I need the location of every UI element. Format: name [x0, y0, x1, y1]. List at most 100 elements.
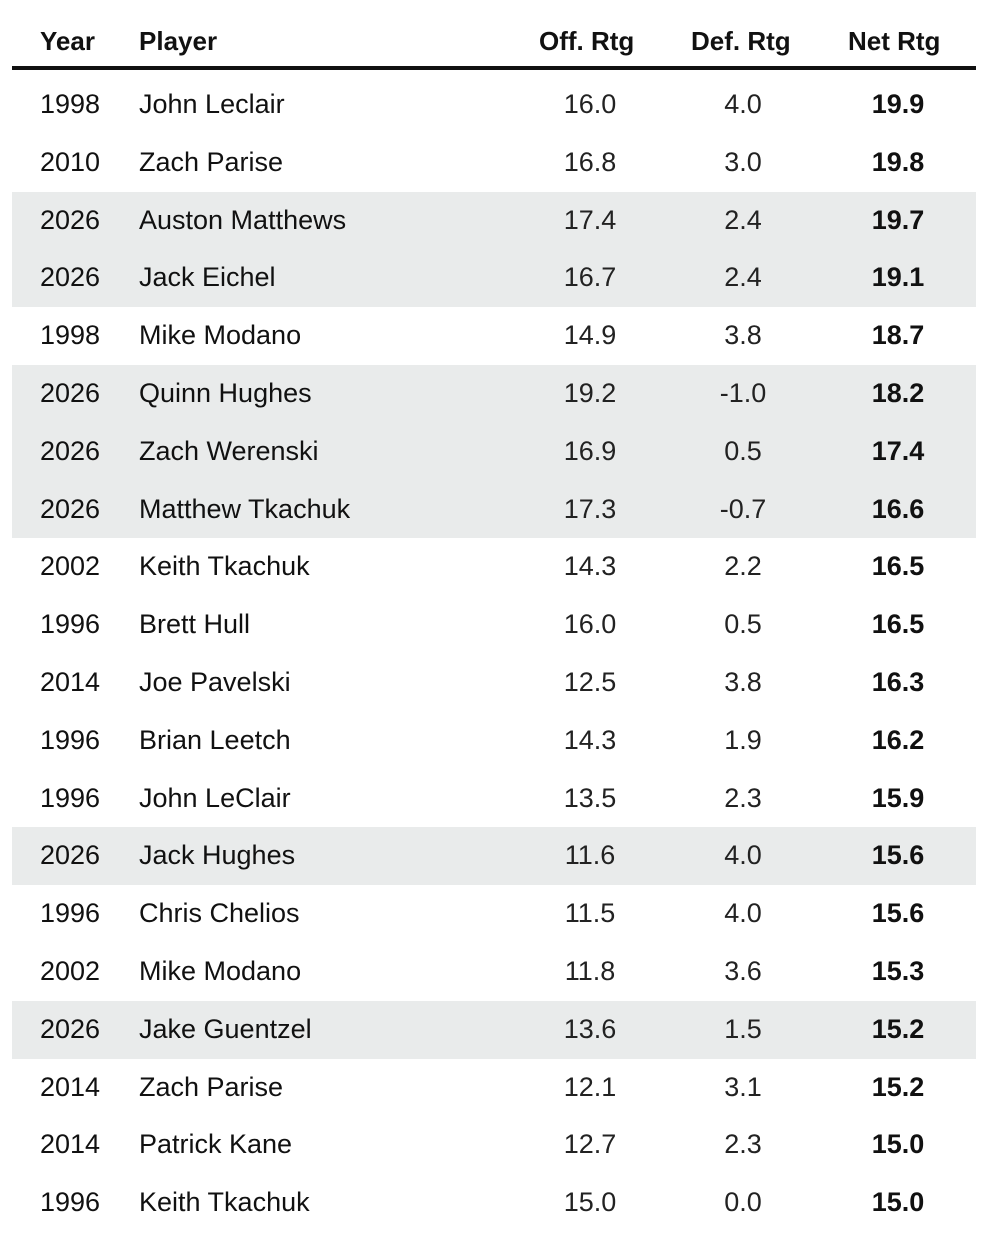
cell-net-rtg: 15.0 [871, 1187, 925, 1218]
table-row: 1996 Brett Hull 16.0 0.5 16.5 [12, 596, 976, 654]
cell-player: Keith Tkachuk [139, 551, 310, 582]
cell-year: 2014 [39, 1071, 101, 1102]
cell-def-rtg: 2.4 [724, 262, 762, 293]
cell-def-rtg: 3.8 [724, 320, 762, 351]
cell-off-rtg: 13.6 [563, 1013, 617, 1044]
table-row: 1998 Mike Modano 14.9 3.8 18.7 [12, 307, 976, 365]
cell-off-rtg: 12.1 [563, 1071, 617, 1102]
cell-net-rtg: 19.7 [871, 204, 925, 235]
table-row: 2010 Zach Parise 16.8 3.0 19.8 [12, 134, 976, 192]
cell-off-rtg: 11.5 [564, 898, 616, 929]
cell-def-rtg: 4.0 [724, 898, 762, 929]
table-row: 2002 Mike Modano 11.8 3.6 15.3 [12, 943, 976, 1001]
cell-def-rtg: 3.1 [724, 1071, 762, 1102]
table-row: 2014 Zach Parise 12.1 3.1 15.2 [12, 1059, 976, 1117]
cell-net-rtg: 15.2 [871, 1071, 925, 1102]
table-row: 1996 Keith Tkachuk 15.0 0.0 15.0 [12, 1174, 976, 1232]
header-player: Player [139, 26, 218, 56]
cell-year: 2014 [39, 666, 101, 697]
cell-net-rtg: 19.8 [871, 146, 925, 177]
cell-off-rtg: 16.8 [563, 146, 617, 177]
cell-off-rtg: 11.6 [564, 840, 616, 871]
cell-net-rtg: 15.6 [871, 840, 925, 871]
cell-off-rtg: 16.9 [563, 435, 617, 466]
cell-net-rtg: 16.5 [871, 609, 925, 640]
table-row: 2026 Jack Hughes 11.6 4.0 15.6 [12, 827, 976, 886]
cell-player: Zach Parise [139, 146, 284, 177]
cell-year: 1998 [39, 89, 101, 119]
cell-year: 2026 [39, 262, 101, 293]
cell-def-rtg: -0.7 [719, 493, 767, 524]
cell-player: Keith Tkachuk [139, 1187, 310, 1218]
cell-year: 2010 [39, 146, 101, 177]
cell-def-rtg: 4.0 [724, 840, 762, 871]
cell-year: 1996 [39, 1187, 101, 1218]
cell-off-rtg: 16.0 [563, 609, 617, 640]
cell-off-rtg: 15.0 [563, 1187, 617, 1218]
table-row: 1996 Chris Chelios 11.5 4.0 15.6 [12, 885, 976, 943]
table-row: 2026 Matthew Tkachuk 17.3 -0.7 16.6 [12, 480, 976, 539]
cell-def-rtg: -1.0 [719, 377, 767, 408]
ratings-table: Year Player Off. Rtg Def. Rtg Net Rtg 19… [12, 0, 976, 1232]
cell-def-rtg: 3.8 [724, 666, 762, 697]
cell-net-rtg: 15.6 [871, 898, 925, 929]
table-row: 1998 John Leclair 16.0 4.0 19.9 [12, 76, 976, 134]
cell-year: 1998 [39, 320, 101, 351]
cell-net-rtg: 16.5 [871, 551, 925, 582]
table-header: Year Player Off. Rtg Def. Rtg Net Rtg [12, 0, 976, 70]
cell-year: 2026 [39, 493, 101, 524]
cell-net-rtg: 18.7 [871, 320, 925, 351]
cell-net-rtg: 15.3 [871, 955, 925, 986]
table-row: 2026 Jack Eichel 16.7 2.4 19.1 [12, 249, 976, 308]
cell-year: 2014 [39, 1129, 101, 1160]
table-body: 1998 John Leclair 16.0 4.0 19.9 2010 Zach Pari… [12, 76, 976, 1232]
cell-year: 2026 [39, 1013, 101, 1044]
cell-def-rtg: 0.5 [724, 609, 762, 640]
cell-net-rtg: 17.4 [871, 435, 925, 466]
cell-year: 1996 [39, 609, 101, 640]
table-row: 1996 John LeClair 13.5 2.3 15.9 [12, 770, 976, 828]
cell-def-rtg: 1.9 [724, 724, 762, 755]
cell-off-rtg: 17.4 [563, 204, 617, 235]
cell-player: Chris Chelios [139, 898, 300, 929]
cell-year: 2002 [39, 955, 101, 986]
table-row: 2026 Jake Guentzel 13.6 1.5 15.2 [12, 1000, 976, 1059]
table-row: 2026 Zach Werenski 16.9 0.5 17.4 [12, 422, 976, 481]
cell-player: Auston Matthews [139, 204, 347, 235]
cell-def-rtg: 0.5 [724, 435, 762, 466]
cell-net-rtg: 19.1 [871, 262, 925, 293]
cell-off-rtg: 19.2 [563, 377, 617, 408]
cell-net-rtg: 16.2 [871, 724, 925, 755]
table-row: 2026 Quinn Hughes 19.2 -1.0 18.2 [12, 364, 976, 423]
cell-def-rtg: 0.0 [724, 1187, 762, 1218]
cell-def-rtg: 2.3 [724, 1129, 762, 1160]
cell-player: Zach Parise [139, 1071, 284, 1102]
cell-player: Quinn Hughes [139, 377, 312, 408]
table-row: 2014 Patrick Kane 12.7 2.3 15.0 [12, 1116, 976, 1174]
cell-net-rtg: 15.9 [871, 782, 925, 813]
cell-year: 2026 [39, 435, 101, 466]
cell-net-rtg: 18.2 [871, 377, 925, 408]
cell-player: Zach Werenski [139, 435, 319, 466]
cell-def-rtg: 2.2 [724, 551, 762, 582]
header-off-rtg: Off. Rtg [539, 26, 635, 56]
cell-net-rtg: 15.2 [871, 1013, 925, 1044]
table-row: 2014 Joe Pavelski 12.5 3.8 16.3 [12, 654, 976, 712]
cell-player: Jack Eichel [139, 262, 276, 293]
cell-off-rtg: 14.3 [563, 551, 617, 582]
cell-net-rtg: 19.9 [871, 89, 925, 119]
cell-off-rtg: 16.0 [563, 89, 617, 119]
cell-player: John Leclair [139, 89, 285, 119]
header-net-rtg: Net Rtg [848, 26, 941, 56]
cell-def-rtg: 3.0 [724, 146, 762, 177]
cell-player: Patrick Kane [139, 1129, 293, 1160]
cell-off-rtg: 14.9 [563, 320, 617, 351]
cell-off-rtg: 12.5 [563, 666, 617, 697]
cell-player: Joe Pavelski [139, 666, 291, 697]
cell-def-rtg: 2.3 [724, 782, 762, 813]
cell-year: 2026 [39, 840, 101, 871]
cell-year: 2026 [39, 377, 101, 408]
cell-def-rtg: 3.6 [724, 955, 762, 986]
cell-net-rtg: 16.3 [871, 666, 925, 697]
cell-def-rtg: 4.0 [724, 89, 762, 119]
